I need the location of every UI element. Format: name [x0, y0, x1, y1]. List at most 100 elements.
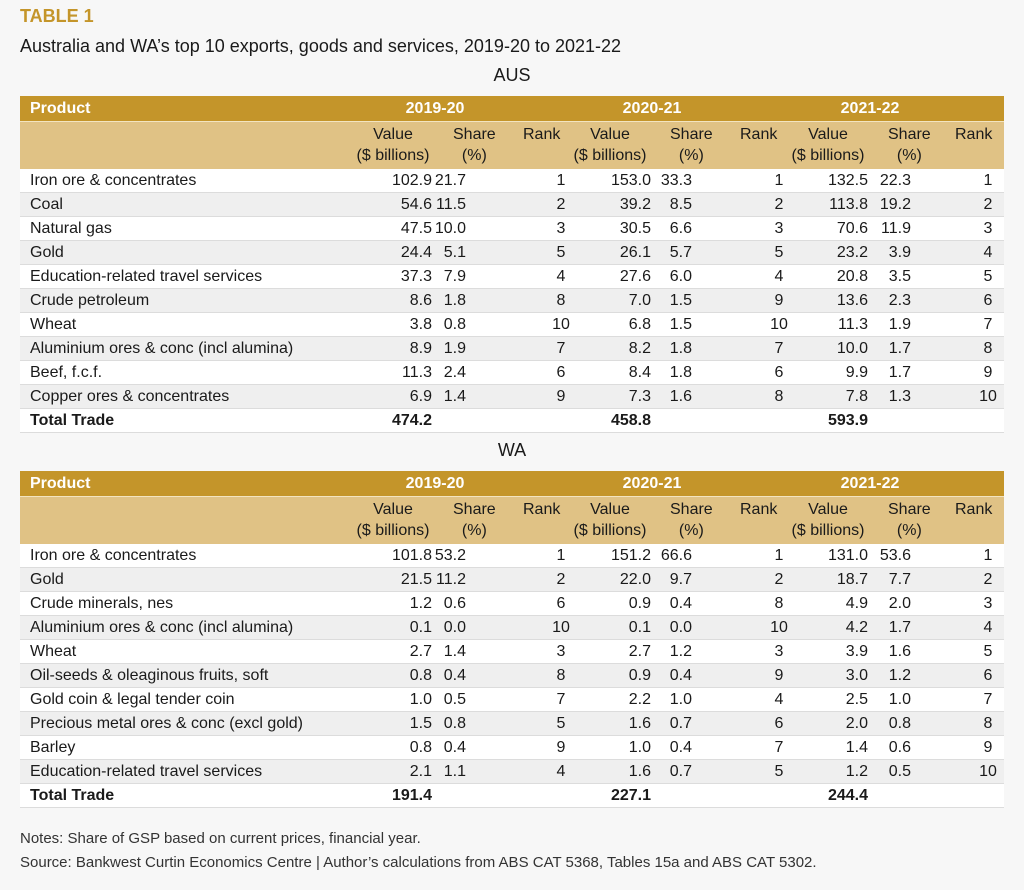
share-2021-22-cell: 22.3: [879, 172, 911, 189]
rank-header: Rank: [523, 501, 561, 518]
table-row: Education-related travel services 37.3 7.9…: [20, 265, 1004, 289]
share-2019-20-cell: 1.4: [443, 388, 466, 405]
table-row: Wheat 3.8 0.8 10 6.8 1.5 10 11.3 1.9 7: [20, 313, 1004, 337]
rank-header: Rank: [955, 126, 993, 143]
share-header-line1: Share: [888, 126, 931, 143]
value-2019-20-total: 191.4: [391, 787, 432, 804]
share-2019-20-cell: 11.5: [436, 196, 466, 213]
share-2021-22-cell: 1.9: [888, 316, 911, 333]
rank-2019-20-cell: 5: [556, 715, 566, 732]
share-2019-20-cell: 7.9: [443, 268, 466, 285]
value-2021-22-cell: 2.0: [845, 715, 868, 732]
value-2021-22-cell: 131.0: [827, 547, 868, 564]
value-2020-21-cell: 0.1: [628, 619, 651, 636]
rank-2021-22-cell: 6: [983, 292, 993, 309]
share-2020-21-cell: 5.7: [669, 244, 692, 261]
share-2019-20-cell: 5.1: [443, 244, 466, 261]
share-2020-21-cell: 1.8: [669, 340, 692, 357]
value-header-line1: Value: [373, 126, 413, 143]
share-2019-20-cell: 2.4: [443, 364, 466, 381]
value-header-line2: ($ billions): [573, 147, 647, 164]
table-body: Iron ore & concentrates 102.9 21.7 1 153.0 33…: [20, 169, 1004, 433]
share-2021-22-cell: 1.6: [888, 643, 911, 660]
rank-header: Rank: [740, 501, 778, 518]
value-header: Value ($ billions): [560, 499, 660, 541]
share-2021-22-cell: 11.9: [881, 220, 911, 237]
value-2021-22-cell: 11.3: [838, 316, 868, 333]
value-2020-21-cell: 8.2: [628, 340, 651, 357]
value-header: Value ($ billions): [778, 124, 878, 166]
rank-2020-21-cell: 7: [774, 340, 784, 357]
rank-header: Rank: [740, 126, 778, 143]
value-2020-21-total: 227.1: [610, 787, 651, 804]
value-2021-22-cell: 23.2: [836, 244, 868, 261]
rank-2019-20-cell: 3: [556, 643, 566, 660]
value-2019-20-cell: 11.3: [402, 364, 432, 381]
share-2020-21-cell: 6.0: [669, 268, 692, 285]
value-header-line2: ($ billions): [356, 522, 430, 539]
rank-2020-21-cell: 6: [774, 715, 784, 732]
value-2021-22-cell: 3.0: [845, 667, 868, 684]
rank-2019-20-cell: 10: [552, 619, 570, 636]
value-2019-20-cell: 37.3: [400, 268, 432, 285]
value-2020-21-cell: 0.9: [628, 667, 651, 684]
rank-2021-22-cell: 4: [983, 244, 993, 261]
rank-2020-21-cell: 1: [774, 547, 784, 564]
header-row: Product 2019-20 2020-21 2021-22: [20, 96, 1004, 121]
value-2020-21-total: 458.8: [610, 412, 651, 429]
rank-2019-20-cell: 2: [556, 196, 566, 213]
year-header: 2021-22: [840, 475, 900, 492]
share-header: Share (%): [888, 124, 931, 166]
value-2021-22-cell: 4.9: [845, 595, 868, 612]
share-2019-20-cell: 53.2: [434, 547, 466, 564]
value-2019-20-cell: 1.2: [409, 595, 432, 612]
share-2020-21-cell: 6.6: [669, 220, 692, 237]
value-2019-20-cell: 1.0: [409, 691, 432, 708]
rank-2020-21-cell: 9: [774, 667, 784, 684]
table-row: Aluminium ores & conc (incl alumina) 8.9 1…: [20, 337, 1004, 361]
rank-2021-22-cell: 2: [983, 571, 993, 588]
product-cell: Wheat: [30, 643, 77, 660]
rank-2021-22-cell: 4: [983, 619, 993, 636]
rank-2020-21-cell: 8: [774, 595, 784, 612]
product-cell: Gold coin & legal tender coin: [30, 691, 235, 708]
share-2020-21-cell: 33.3: [660, 172, 692, 189]
value-2021-22-cell: 7.8: [845, 388, 868, 405]
rank-2021-22-cell: 7: [983, 316, 993, 333]
share-2021-22-cell: 1.2: [888, 667, 911, 684]
share-2021-22-cell: 3.9: [888, 244, 911, 261]
rank-2020-21-cell: 6: [774, 364, 784, 381]
rank-2020-21-cell: 2: [774, 571, 784, 588]
value-2019-20-cell: 6.9: [409, 388, 432, 405]
rank-2020-21-cell: 8: [774, 388, 784, 405]
product-total: Total Trade: [30, 787, 115, 804]
region-label-wa: WA: [497, 440, 527, 460]
value-2019-20-cell: 1.5: [409, 715, 432, 732]
share-header-line2: (%): [896, 522, 922, 539]
share-2019-20-cell: 0.6: [443, 595, 466, 612]
value-2020-21-cell: 7.3: [628, 388, 651, 405]
share-2020-21-cell: 0.4: [669, 595, 692, 612]
value-header-line2: ($ billions): [573, 522, 647, 539]
table-row: Gold 24.4 5.1 5 26.1 5.7 5 23.2 3.9 4: [20, 241, 1004, 265]
share-2021-22-cell: 1.3: [888, 388, 911, 405]
value-2019-20-cell: 8.6: [409, 292, 432, 309]
rank-2019-20-cell: 1: [556, 172, 566, 189]
value-2020-21-cell: 1.6: [628, 763, 651, 780]
share-2021-22-cell: 0.8: [888, 715, 911, 732]
rank-2019-20-cell: 7: [556, 691, 566, 708]
share-2021-22-cell: 3.5: [888, 268, 911, 285]
share-header: Share (%): [670, 499, 713, 541]
value-header: Value ($ billions): [560, 124, 660, 166]
table-row: Natural gas 47.5 10.0 3 30.5 6.6 3 70.6 11.9 3: [20, 217, 1004, 241]
share-2019-20-cell: 21.7: [434, 172, 466, 189]
rank-2019-20-cell: 5: [556, 244, 566, 261]
share-header: Share (%): [453, 124, 496, 166]
share-2021-22-cell: 0.5: [888, 763, 911, 780]
value-2021-22-cell: 10.0: [836, 340, 868, 357]
share-2020-21-cell: 66.6: [660, 547, 692, 564]
table-row: Gold coin & legal tender coin 1.0 0.5 7 2.2 1…: [20, 688, 1004, 712]
table-row: Barley 0.8 0.4 9 1.0 0.4 7 1.4 0.6 9: [20, 736, 1004, 760]
product-header: Product: [30, 475, 91, 492]
value-header-line2: ($ billions): [791, 147, 865, 164]
